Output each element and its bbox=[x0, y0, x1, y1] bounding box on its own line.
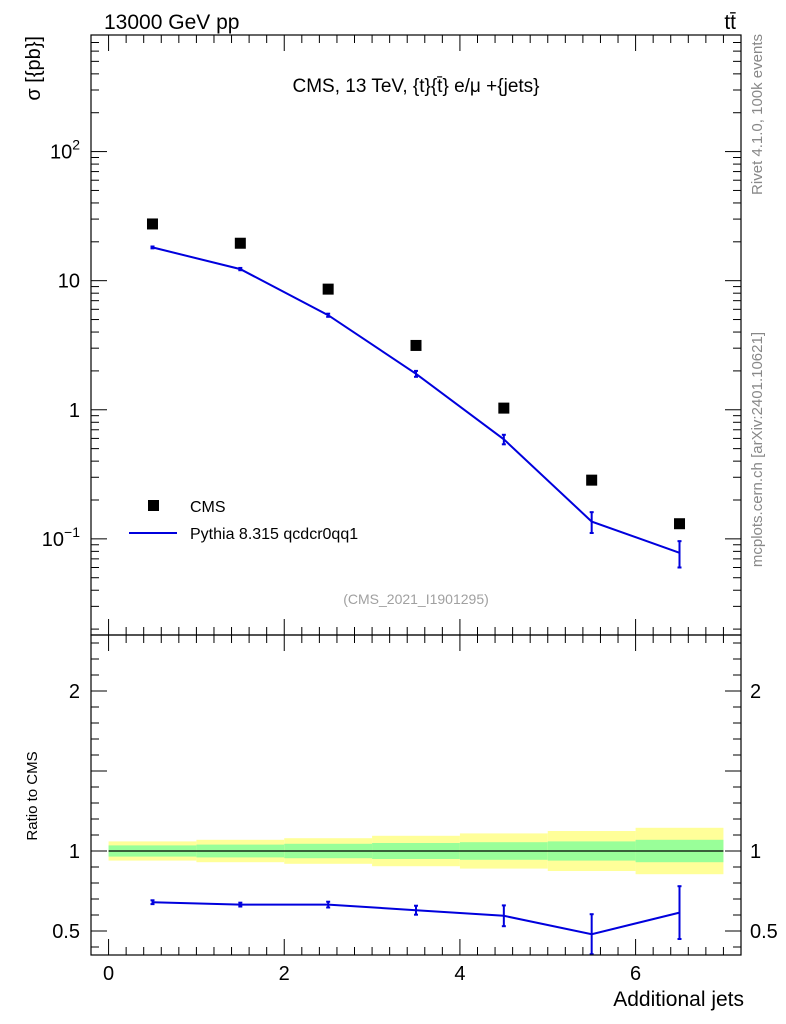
reference-label: (CMS_2021_I1901295) bbox=[343, 591, 489, 607]
ratio-x-tick-label: 6 bbox=[630, 963, 641, 985]
ratio-y-tick-label-right: 2 bbox=[750, 681, 761, 703]
ratio-y-tick-label-right: 0.5 bbox=[750, 921, 778, 943]
ratio-x-tick-label: 0 bbox=[103, 963, 114, 985]
main-y-axis-label: σ [{pb}] bbox=[23, 36, 45, 101]
cms-data-point bbox=[234, 237, 246, 249]
main-panel-frame bbox=[90, 34, 742, 636]
main-y-tick-label: 10 bbox=[58, 271, 80, 293]
ratio-y-axis-label: Ratio to CMS bbox=[24, 751, 41, 840]
cms-data-point bbox=[498, 402, 510, 414]
ratio-panel-frame bbox=[90, 634, 742, 956]
header-process-label: tt̄ bbox=[724, 11, 736, 34]
cms-data-point bbox=[410, 339, 422, 351]
cms-data-point bbox=[146, 218, 158, 230]
main-plot-area bbox=[146, 218, 686, 569]
x-axis-label: Additional jets bbox=[613, 988, 744, 1011]
legend-pythia-label: Pythia 8.315 qcdcr0qq1 bbox=[190, 526, 358, 543]
main-panel: 10−1 1 10 102 CMS, 13 TeV, {t}{t̄} e/μ +{je… bbox=[23, 34, 742, 636]
ratio-y-ticks: 0.5 0.5 1 1 2 2 bbox=[52, 642, 778, 948]
ratio-y-tick-label-left: 1 bbox=[69, 841, 80, 863]
header-energy-label: 13000 GeV pp bbox=[104, 11, 239, 34]
ratio-panel: 0.5 0.5 1 1 2 2 0 2 4 6 Ratio to CMS Additional … bbox=[24, 634, 778, 1011]
ratio-y-tick-label-left: 0.5 bbox=[52, 921, 80, 943]
ratio-x-tick-label: 2 bbox=[279, 963, 290, 985]
legend-cms-marker bbox=[148, 500, 159, 511]
ratio-y-tick-label-right: 1 bbox=[750, 841, 761, 863]
main-y-tick-label: 102 bbox=[50, 137, 80, 164]
ratio-x-ticks: 0 2 4 6 bbox=[103, 635, 724, 985]
cms-data-point bbox=[322, 283, 334, 295]
legend: CMS Pythia 8.315 qcdcr0qq1 bbox=[129, 499, 358, 543]
rivet-version-label: Rivet 4.1.0, 100k events bbox=[749, 34, 766, 195]
main-y-tick-label: 10−1 bbox=[42, 524, 80, 551]
main-y-tick-label: 1 bbox=[69, 400, 80, 422]
main-x-ticks bbox=[108, 35, 724, 635]
ratio-x-tick-label: 4 bbox=[454, 963, 465, 985]
ratio-y-tick-label-left: 2 bbox=[69, 681, 80, 703]
main-title: CMS, 13 TeV, {t}{t̄} e/μ +{jets} bbox=[292, 76, 539, 97]
cms-data-point bbox=[674, 518, 686, 530]
main-y-ticks: 10−1 1 10 102 bbox=[42, 34, 741, 630]
pythia-line bbox=[152, 246, 680, 554]
ratio-plot-area bbox=[108, 827, 724, 956]
mcplots-label: mcplots.cern.ch [arXiv:2401.10621] bbox=[749, 332, 766, 567]
legend-cms-label: CMS bbox=[190, 499, 226, 516]
cms-data-point bbox=[586, 474, 598, 486]
